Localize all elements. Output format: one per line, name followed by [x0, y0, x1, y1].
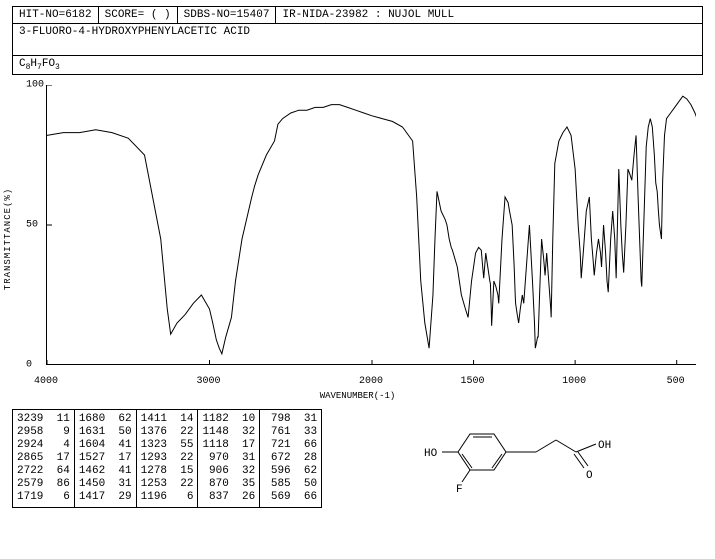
- peak-row: 837 26: [202, 491, 255, 504]
- peak-row: 1450 31: [79, 478, 132, 491]
- peak-row: 1376 22: [141, 426, 194, 439]
- peak-row: 1323 55: [141, 439, 194, 452]
- peak-row: 2722 64: [17, 465, 70, 478]
- y-axis-label: TRANSMITTANCE(%): [3, 188, 13, 290]
- y-tick: 50: [26, 220, 38, 231]
- peak-row: 721 66: [264, 439, 317, 452]
- peak-row: 2924 4: [17, 439, 70, 452]
- peaks-column: 1182 101148 321118 17 970 31 906 32 870 …: [198, 410, 260, 507]
- x-tick: 3000: [196, 376, 220, 387]
- peak-row: 1417 29: [79, 491, 132, 504]
- spectrum-plot: [46, 85, 696, 365]
- molecular-formula: C8H7FO3: [12, 56, 703, 75]
- ir-spectrum-chart: TRANSMITTANCE(%) WAVENUMBER(-1) 05010040…: [12, 79, 703, 399]
- peak-row: 870 35: [202, 478, 255, 491]
- peak-row: 906 32: [202, 465, 255, 478]
- peak-row: 596 62: [264, 465, 317, 478]
- peak-row: 1148 32: [202, 426, 255, 439]
- x-tick: 500: [667, 376, 685, 387]
- peak-row: 2579 86: [17, 478, 70, 491]
- peak-row: 569 66: [264, 491, 317, 504]
- molecular-structure: HO F OH O: [322, 409, 703, 497]
- peak-row: 1118 17: [202, 439, 255, 452]
- peak-row: 1527 17: [79, 452, 132, 465]
- peak-row: 1293 22: [141, 452, 194, 465]
- x-tick: 1500: [461, 376, 485, 387]
- hit-no: HIT-NO=6182: [13, 7, 99, 23]
- peak-row: 970 31: [202, 452, 255, 465]
- peak-row: 1253 22: [141, 478, 194, 491]
- header-bar: HIT-NO=6182 SCORE= ( ) SDBS-NO=15407 IR-…: [12, 6, 703, 24]
- peaks-column: 798 31 761 33 721 66 672 28 596 62 585 5…: [260, 410, 321, 507]
- peak-row: 1278 15: [141, 465, 194, 478]
- x-axis-label: WAVENUMBER(-1): [320, 391, 396, 401]
- peak-row: 1462 41: [79, 465, 132, 478]
- peak-row: 1631 50: [79, 426, 132, 439]
- x-tick: 1000: [562, 376, 586, 387]
- y-tick: 100: [26, 80, 44, 91]
- peak-row: 1182 10: [202, 413, 255, 426]
- label-f: F: [456, 484, 463, 494]
- label-o: O: [586, 470, 593, 482]
- x-tick: 4000: [34, 376, 58, 387]
- peak-row: 3239 11: [17, 413, 70, 426]
- structure-svg: HO F OH O: [398, 412, 628, 494]
- score: SCORE= ( ): [99, 7, 178, 23]
- sdbs-no: SDBS-NO=15407: [178, 7, 277, 23]
- peak-row: 1604 41: [79, 439, 132, 452]
- peak-row: 1719 6: [17, 491, 70, 504]
- compound-name: 3-FLUORO-4-HYDROXYPHENYLACETIC ACID: [12, 24, 703, 56]
- x-tick: 2000: [359, 376, 383, 387]
- bottom-section: 3239 112958 92924 42865 172722 642579 86…: [12, 409, 703, 508]
- peak-row: 798 31: [264, 413, 317, 426]
- peak-row: 1196 6: [141, 491, 194, 504]
- label-ho: HO: [424, 448, 438, 460]
- peak-row: 672 28: [264, 452, 317, 465]
- peak-row: 585 50: [264, 478, 317, 491]
- y-tick: 0: [26, 360, 32, 371]
- peaks-column: 1680 621631 501604 411527 171462 411450 …: [75, 410, 137, 507]
- ir-info: IR-NIDA-23982 : NUJOL MULL: [276, 7, 702, 23]
- peak-row: 2865 17: [17, 452, 70, 465]
- peak-row: 761 33: [264, 426, 317, 439]
- peaks-column: 3239 112958 92924 42865 172722 642579 86…: [13, 410, 75, 507]
- peak-row: 1680 62: [79, 413, 132, 426]
- peaks-column: 1411 141376 221323 551293 221278 151253 …: [137, 410, 199, 507]
- peaks-table: 3239 112958 92924 42865 172722 642579 86…: [12, 409, 322, 508]
- label-oh: OH: [598, 440, 611, 452]
- peak-row: 1411 14: [141, 413, 194, 426]
- peak-row: 2958 9: [17, 426, 70, 439]
